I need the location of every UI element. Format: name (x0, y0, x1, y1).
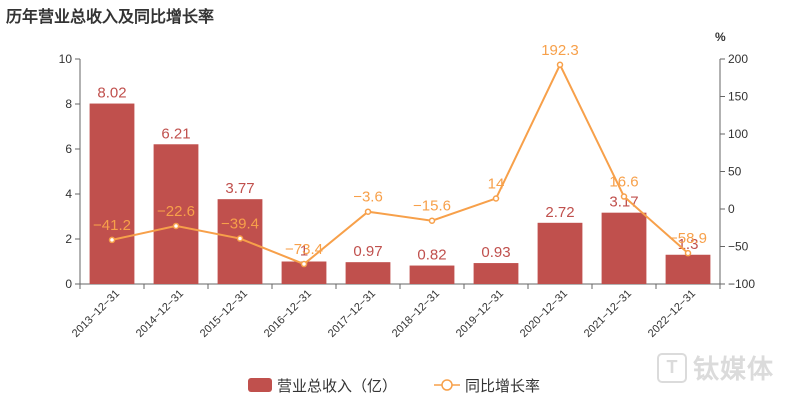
growth-rate-point (428, 217, 436, 224)
y-left-tick-label: 8 (65, 97, 72, 111)
y-right-tick-label: 50 (728, 165, 742, 179)
growth-rate-label: −3.6 (353, 189, 383, 206)
x-tick-label: 2022−12−31 (646, 288, 698, 340)
x-tick-label: 2013−12−31 (70, 288, 122, 340)
revenue-bar (345, 262, 391, 284)
legend-line-label: 同比增长率 (465, 378, 540, 395)
growth-rate-point (300, 260, 308, 268)
growth-rate-label: −39.4 (221, 216, 259, 233)
y-left-tick-label: 2 (65, 232, 72, 246)
growth-rate-point (684, 249, 692, 257)
y-left-tick-label: 0 (65, 277, 72, 291)
watermark-icon: T (656, 352, 687, 383)
chart-title: 历年营业总收入及同比增长率 (6, 9, 215, 26)
x-tick-label: 2014−12−31 (134, 288, 186, 340)
revenue-bar (89, 103, 135, 284)
revenue-bar (537, 222, 583, 284)
revenue-bar-label: 3.77 (225, 180, 254, 197)
y-right-tick-label: 150 (728, 90, 748, 104)
watermark-text: 钛媒体 (692, 354, 774, 384)
growth-rate-label: −41.2 (93, 217, 131, 234)
y-right-tick-label: −100 (728, 277, 755, 291)
x-tick-label: 2015−12−31 (198, 288, 250, 340)
watermark-logo: T 钛媒体 (656, 349, 774, 386)
revenue-bar-label: 1 (300, 243, 308, 260)
growth-rate-label: −58.9 (669, 230, 707, 247)
growth-rate-point (172, 222, 180, 230)
growth-rate-point (492, 195, 500, 202)
growth-rate-label: −15.6 (413, 198, 451, 215)
x-tick-label: 2021−12−31 (582, 288, 634, 340)
revenue-bar-label: 3.17 (609, 194, 638, 211)
y-right-unit-label: % (715, 30, 726, 44)
legend-bar-swatch (248, 378, 272, 392)
x-tick-label: 2020−12−31 (518, 288, 570, 340)
growth-rate-label: 16.6 (609, 174, 638, 191)
y-right-tick-label: 0 (728, 202, 735, 216)
y-right-tick-label: −50 (728, 240, 749, 254)
growth-rate-point (364, 208, 372, 215)
x-tick-label: 2016−12−31 (262, 288, 314, 340)
y-left-tick-label: 4 (65, 187, 72, 201)
y-right-tick-label: 100 (728, 127, 748, 141)
x-tick-label: 2017−12−31 (326, 288, 378, 340)
y-right-tick-label: 200 (728, 52, 748, 66)
y-left-tick-label: 6 (65, 142, 72, 156)
growth-rate-line (111, 62, 689, 266)
y-left-tick-label: 10 (59, 52, 73, 66)
revenue-bar (153, 144, 199, 284)
revenue-bar (473, 263, 519, 284)
x-tick-label: 2018−12−31 (390, 288, 442, 340)
growth-rate-point (556, 61, 564, 69)
legend-bar-label: 营业总收入（亿） (277, 378, 397, 395)
legend-line-marker (441, 379, 453, 391)
revenue-bar-label: 6.21 (161, 125, 190, 142)
revenue-bar (601, 212, 647, 284)
growth-rate-point (620, 193, 628, 200)
growth-rate-point (236, 235, 244, 242)
revenue-bar (665, 254, 711, 284)
growth-rate-point (108, 236, 116, 244)
revenue-bar-label: 8.02 (97, 85, 126, 102)
growth-rate-label: −22.6 (157, 203, 195, 220)
x-tick-label: 2019−12−31 (454, 288, 506, 340)
growth-rate-label: 192.3 (541, 42, 579, 59)
revenue-bar (281, 261, 327, 284)
revenue-bar-label: 0.82 (417, 247, 446, 264)
revenue-bar-label: 2.72 (545, 204, 574, 221)
revenue-bar (409, 265, 455, 284)
revenue-bar-label: 0.97 (353, 243, 382, 260)
growth-rate-label: −73.4 (285, 241, 323, 258)
revenue-bar-label: 0.93 (481, 244, 510, 261)
growth-rate-label: 14 (488, 176, 505, 193)
